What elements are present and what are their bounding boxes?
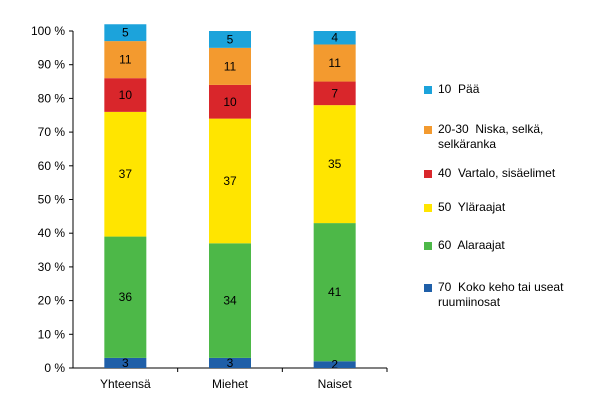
bar-segment (104, 111, 147, 237)
data-label: 11 (328, 56, 341, 70)
y-tick-label: 60 % (38, 159, 66, 173)
bar-segment (104, 78, 147, 112)
bar-segment (209, 118, 251, 244)
x-tick-label: Naiset (318, 377, 353, 391)
data-label: 11 (119, 53, 132, 67)
y-tick-label: 10 % (38, 327, 66, 341)
bar-segment (313, 81, 356, 106)
legend-label: 60 Alaraajat (438, 238, 505, 252)
data-label: 35 (328, 157, 342, 171)
legend-label: 20-30 Niska, selkä, selkäranka (438, 122, 547, 151)
y-tick-label: 80 % (38, 91, 66, 105)
axes: 0 % 10 % 20 % 30 % 40 % 50 % 60 % 70 % 80 % 90 % 1… (31, 24, 388, 391)
legend-label: 10 Pää (438, 82, 480, 96)
bar-segment (209, 357, 251, 368)
y-tick-label: 100 % (31, 24, 65, 38)
data-label: 3 (122, 356, 129, 370)
bar-segment (209, 243, 251, 358)
legend-swatch (424, 284, 432, 292)
y-tick-label: 0 % (44, 361, 65, 375)
bar-segment (313, 105, 356, 224)
data-label: 2 (331, 358, 338, 372)
labels: 3 36 37 10 11 5 3 34 37 10 11 5 2 41 35 7 11 4 (119, 26, 342, 372)
bar-segment (209, 31, 251, 48)
data-label: 36 (119, 290, 133, 304)
legend-label: 50 Yläraajat (438, 200, 506, 214)
bar-segment (209, 47, 251, 85)
bar-segment (313, 223, 356, 362)
y-tick-label: 50 % (38, 193, 66, 207)
data-label: 11 (224, 59, 237, 73)
legend-swatch (424, 86, 432, 94)
bar-segment (313, 44, 356, 82)
bar-segment (104, 236, 147, 358)
data-label: 41 (328, 285, 342, 299)
y-tick-label: 70 % (38, 125, 66, 139)
y-tick-label: 30 % (38, 260, 66, 274)
legend-swatch (424, 170, 432, 178)
data-label: 3 (227, 356, 234, 370)
legend-label: 70 Koko keho tai useat ruumiinosat (438, 280, 567, 309)
data-label: 37 (223, 174, 237, 188)
data-label: 5 (227, 32, 234, 46)
data-label: 10 (119, 88, 133, 102)
legend-swatch (424, 204, 432, 212)
data-label: 34 (223, 294, 237, 308)
y-tick-label: 40 % (38, 226, 66, 240)
legend-swatch (424, 242, 432, 250)
legend-swatch (424, 126, 432, 134)
bar-segment (104, 24, 147, 42)
data-label: 5 (122, 26, 129, 40)
data-label: 10 (223, 95, 237, 109)
x-tick-label: Miehet (212, 377, 249, 391)
bar-segment (313, 361, 356, 368)
y-tick-label: 90 % (38, 58, 66, 72)
bar-segment (104, 41, 147, 79)
bar-segment (209, 84, 251, 119)
legend-label: 40 Vartalo, sisäelimet (438, 166, 556, 180)
data-label: 37 (119, 167, 133, 181)
y-tick-label: 20 % (38, 294, 66, 308)
data-label: 7 (331, 86, 338, 100)
bars (104, 24, 356, 368)
bar-segment (313, 31, 356, 45)
bar-segment (104, 357, 147, 368)
data-label: 4 (331, 31, 338, 45)
x-tick-label: Yhteensä (100, 377, 151, 391)
